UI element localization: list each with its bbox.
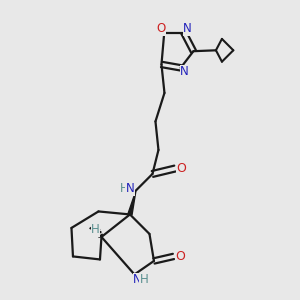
- Text: O: O: [156, 22, 165, 35]
- Text: H: H: [140, 273, 149, 286]
- Text: N: N: [126, 182, 134, 195]
- Text: N: N: [133, 273, 142, 286]
- Text: O: O: [175, 250, 185, 263]
- Polygon shape: [128, 190, 136, 215]
- Text: H: H: [91, 223, 100, 236]
- Text: N: N: [183, 22, 192, 35]
- Text: O: O: [177, 162, 187, 175]
- Text: H: H: [119, 182, 128, 195]
- Text: N: N: [180, 65, 189, 78]
